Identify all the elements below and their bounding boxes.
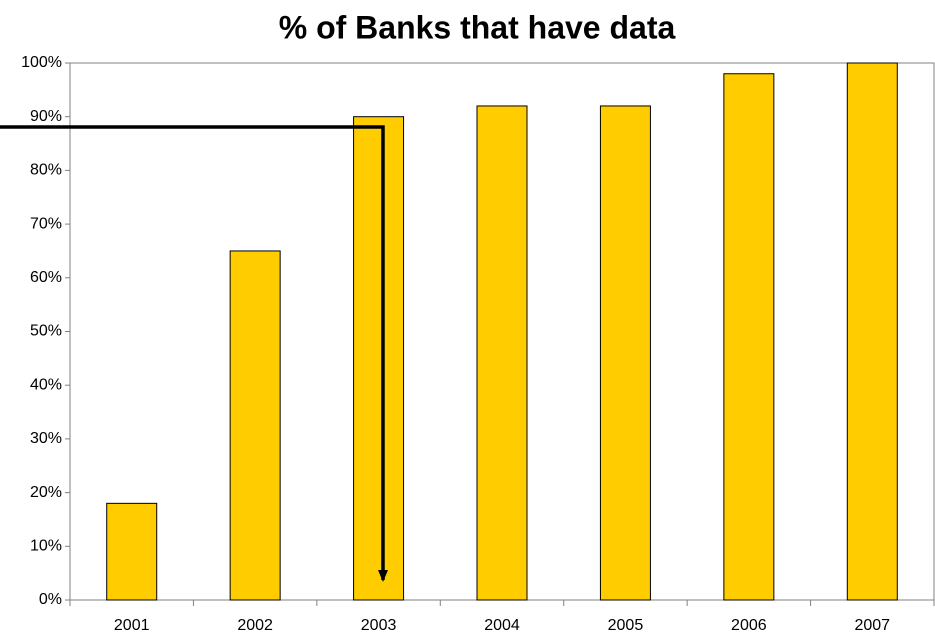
x-tick-label: 2005 (608, 617, 644, 634)
y-tick-label: 70% (30, 215, 62, 232)
x-tick-label: 2007 (854, 617, 890, 634)
y-tick-label: 50% (30, 323, 62, 340)
y-tick-label: 0% (39, 591, 62, 608)
x-tick-label: 2003 (361, 617, 397, 634)
y-tick-label: 100% (21, 54, 62, 71)
x-tick-label: 2002 (237, 617, 273, 634)
marks: 0% 10% 20% 30% 40% 50% 60% 70% 80% 90% 100% 2001 200… (21, 54, 935, 634)
x-tick-label: 2006 (731, 617, 767, 634)
chart-title: % of Banks that have data (279, 9, 676, 45)
y-tick-label: 60% (30, 269, 62, 286)
y-tick-label: 90% (30, 108, 62, 125)
bar (599, 105, 651, 601)
bar (846, 62, 898, 601)
bar (106, 502, 158, 601)
y-tick-label: 30% (30, 430, 62, 447)
bar (229, 250, 281, 601)
y-tick-label: 80% (30, 162, 62, 179)
annotation-arrow (0, 125, 388, 582)
x-tick-label: 2004 (484, 617, 520, 634)
x-tick-label: 2001 (114, 617, 150, 634)
y-tick-label: 40% (30, 376, 62, 393)
bar (723, 73, 775, 601)
y-tick-label: 10% (30, 538, 62, 555)
bar (476, 105, 528, 601)
bar (353, 116, 405, 601)
y-tick-label: 20% (30, 484, 62, 501)
